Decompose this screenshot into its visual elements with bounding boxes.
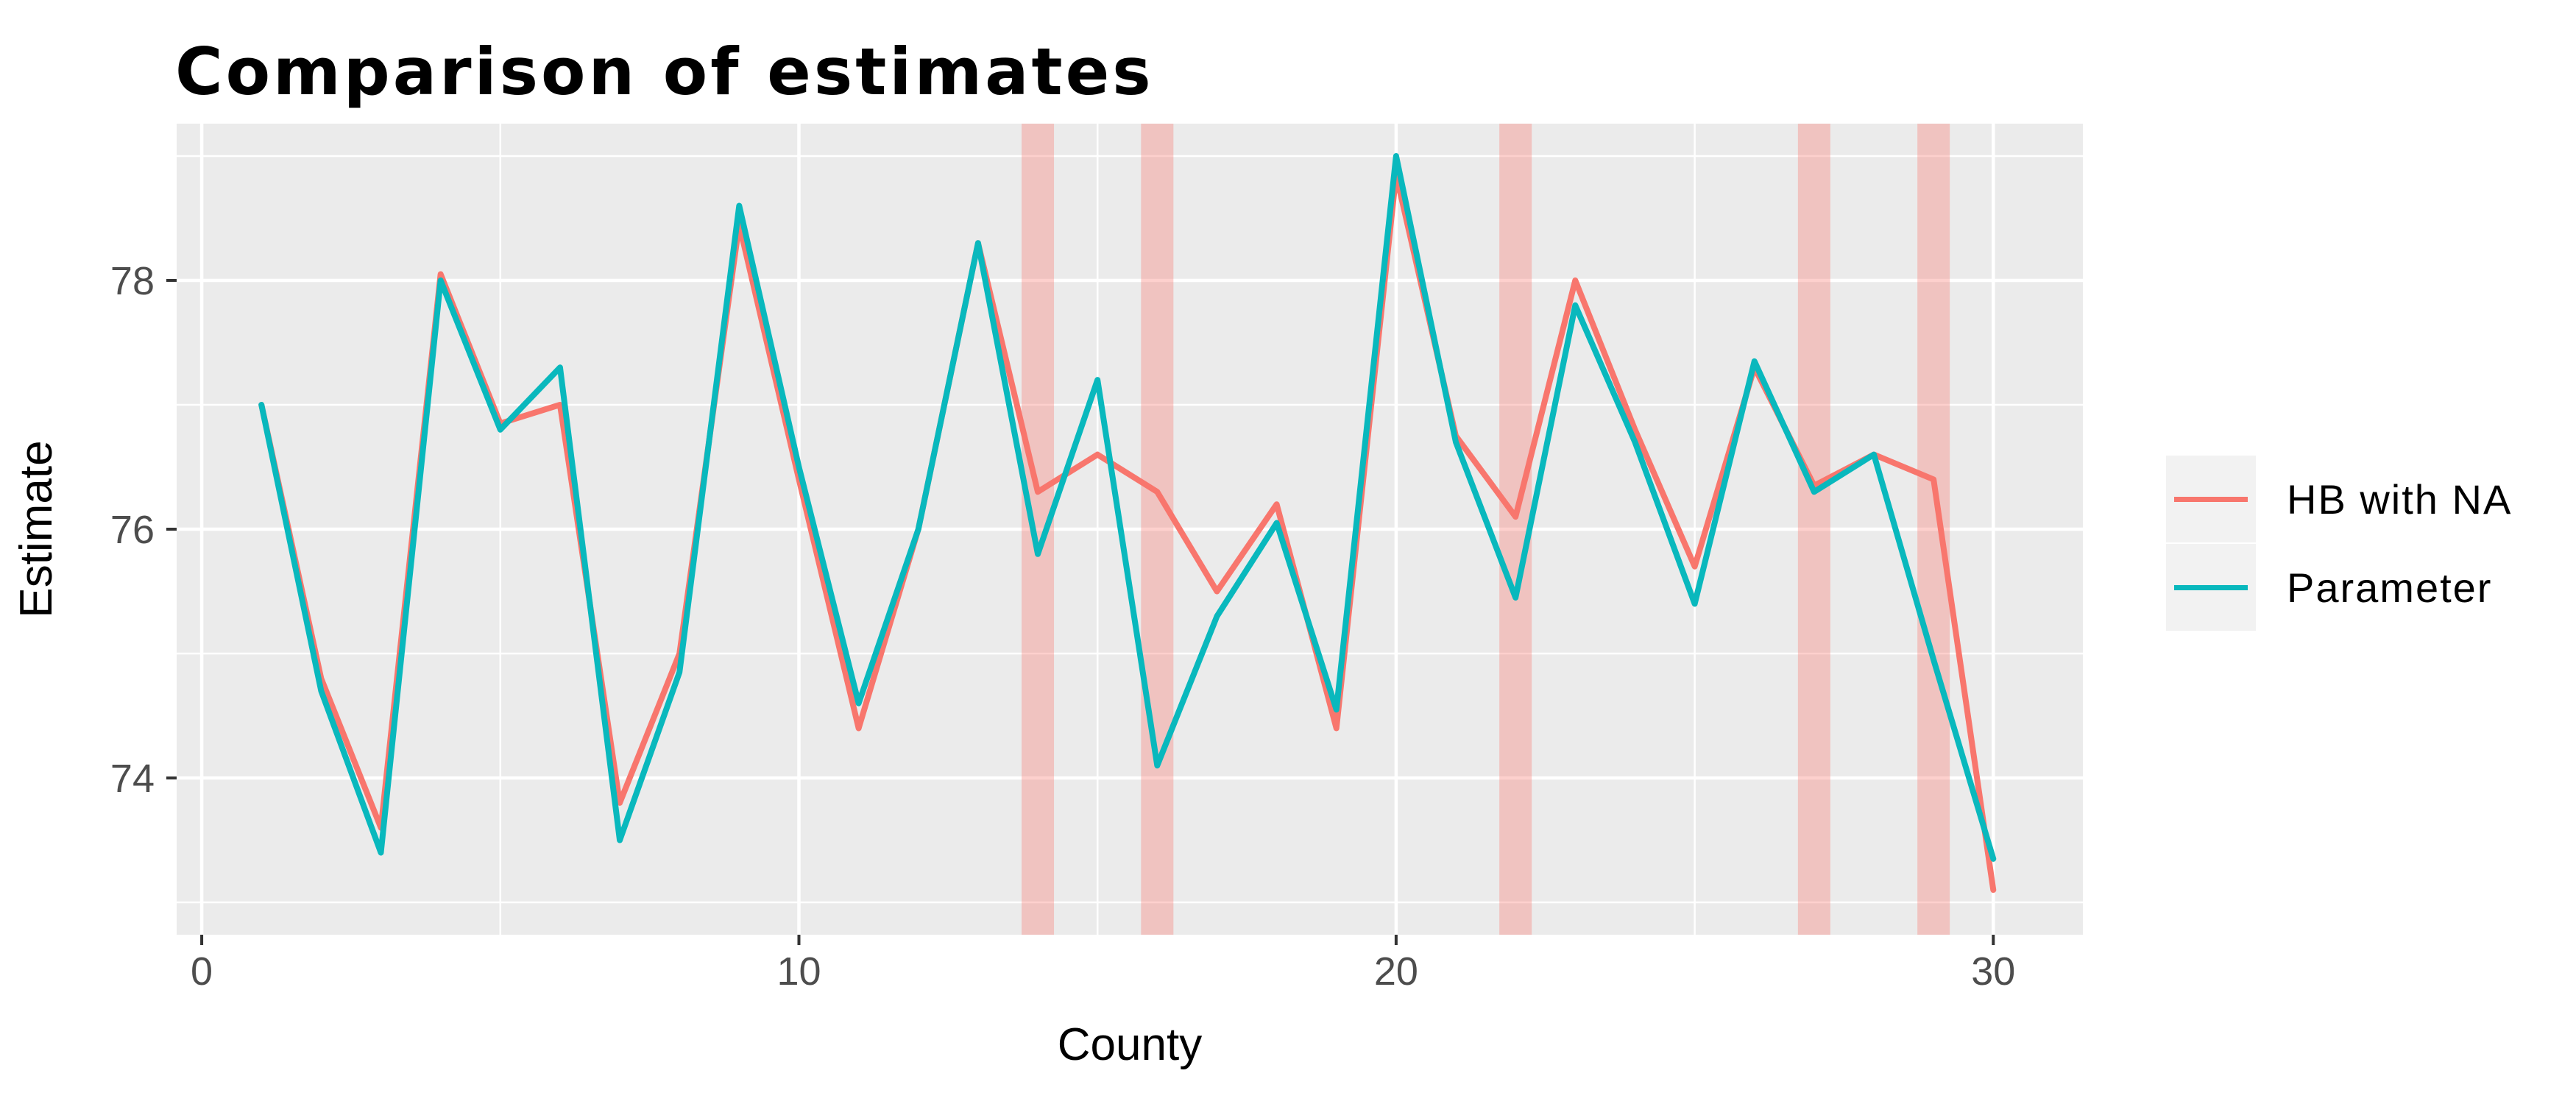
y-axis-title: Estimate [11, 440, 62, 618]
legend-item-hb-with-na: HB with NA [2166, 455, 2512, 543]
legend-key-swatch [2166, 544, 2256, 631]
parameter-line [258, 152, 1997, 862]
legend: HB with NA Parameter [2166, 455, 2512, 631]
y-tick-label: 78 [110, 259, 155, 303]
y-tick-label: 76 [110, 508, 155, 552]
chart-title: Comparison of estimates [175, 34, 1154, 110]
x-tick-label: 10 [776, 949, 821, 994]
highlight-band [1797, 124, 1830, 935]
legend-item-parameter: Parameter [2166, 543, 2512, 631]
highlight-band [1499, 124, 1532, 935]
legend-label: HB with NA [2287, 475, 2513, 523]
x-tick-label: 30 [1971, 949, 2015, 994]
x-axis-title: County [1058, 1019, 1202, 1070]
legend-label: Parameter [2287, 564, 2493, 611]
highlight-band [1917, 124, 1950, 935]
legend-key-line [2174, 496, 2248, 502]
highlight-band [1141, 124, 1174, 935]
y-tick-label: 74 [110, 757, 155, 801]
legend-key-line [2174, 584, 2248, 590]
legend-key-swatch [2166, 456, 2256, 542]
x-tick-label: 0 [191, 949, 213, 994]
hb-with-na-line [258, 171, 1997, 894]
x-tick-label: 20 [1374, 949, 1418, 994]
